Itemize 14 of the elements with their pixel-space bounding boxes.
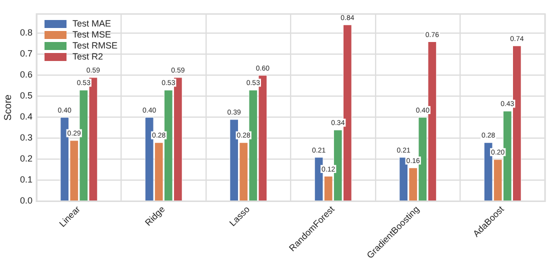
y-tick-label: 0.8 <box>20 27 33 38</box>
y-tick-label: 0.0 <box>20 196 33 206</box>
legend-label: Test MAE <box>72 18 112 28</box>
y-tick-label: 0.4 <box>20 112 33 122</box>
y-tick-label: 0.1 <box>20 174 33 185</box>
y-tick-label: 0.3 <box>20 132 33 143</box>
y-tick-label: 0.5 <box>20 90 33 101</box>
legend-label: Test RMSE <box>72 40 118 50</box>
legend-label: Test MSE <box>72 29 112 40</box>
y-tick-label: 0.2 <box>20 154 33 164</box>
y-axis-title: Score <box>2 94 14 121</box>
y-tick-label: 0.6 <box>20 69 33 80</box>
y-tick-label: 0.7 <box>20 48 33 58</box>
legend-label: Test R2 <box>72 51 104 62</box>
